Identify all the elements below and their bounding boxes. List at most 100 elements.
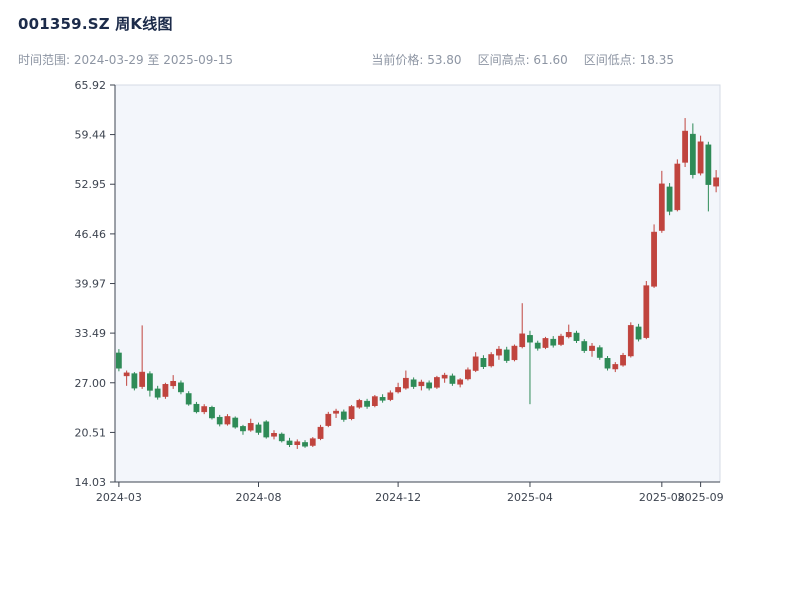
- candle: [589, 342, 595, 357]
- candle-body: [294, 441, 301, 445]
- x-axis: 2024-03 2024-08 2024-12 2025-04 2025-082025-…: [96, 482, 724, 504]
- candle: [232, 416, 239, 429]
- x-tick-label: 2025-09: [678, 491, 724, 504]
- candle-body: [247, 423, 254, 431]
- candle-body: [364, 400, 370, 407]
- candle-body: [612, 364, 619, 370]
- candle-body: [705, 144, 712, 185]
- candle-body: [325, 413, 332, 426]
- candle-body: [333, 410, 339, 414]
- candle: [263, 420, 270, 439]
- candle-body: [232, 417, 239, 428]
- candle: [364, 398, 370, 409]
- candle-body: [402, 377, 409, 389]
- candle-body: [643, 285, 650, 338]
- candle-body: [201, 406, 208, 413]
- x-tick-label: 2024-12: [375, 491, 421, 504]
- candle: [441, 372, 448, 383]
- candle: [147, 371, 153, 397]
- candle-body: [573, 332, 580, 341]
- candle-body: [627, 325, 634, 357]
- candle-body: [542, 338, 549, 348]
- candle-body: [115, 352, 122, 369]
- candle: [449, 373, 456, 386]
- candle: [224, 414, 231, 426]
- candle: [527, 330, 533, 405]
- candle-body: [216, 416, 223, 425]
- candle: [612, 362, 619, 373]
- candle: [139, 325, 146, 389]
- candle: [496, 346, 502, 360]
- candle-body: [379, 397, 386, 401]
- candle-body: [240, 426, 246, 432]
- candle-body: [123, 372, 130, 377]
- candle-body: [185, 393, 192, 405]
- candle: [131, 372, 138, 391]
- candle-body: [666, 186, 673, 212]
- x-tick-label: 2024-08: [236, 491, 282, 504]
- candle: [333, 408, 339, 418]
- candle: [371, 395, 378, 408]
- candle: [604, 355, 611, 371]
- candle: [278, 432, 285, 443]
- candle: [418, 379, 425, 391]
- candle: [689, 123, 696, 179]
- candle-body: [356, 400, 363, 408]
- candle-body: [178, 382, 184, 393]
- candle-body: [418, 381, 425, 387]
- candle: [123, 370, 130, 386]
- candle: [255, 422, 262, 435]
- candle: [286, 437, 293, 448]
- y-tick-label: 65.92: [75, 79, 107, 92]
- y-tick-label: 52.95: [75, 178, 107, 191]
- candle: [596, 345, 603, 360]
- info-row: 时间范围: 2024-03-29 至 2025-09-15 当前价格: 53.8…: [18, 51, 674, 68]
- candle-body: [147, 373, 153, 391]
- candle: [201, 404, 208, 415]
- plot-background: [115, 85, 720, 482]
- candle-body: [651, 231, 657, 287]
- y-tick-label: 20.51: [75, 426, 107, 439]
- candle-body: [620, 354, 626, 366]
- candle: [434, 375, 440, 389]
- candle-body: [131, 373, 138, 389]
- candle: [666, 183, 673, 216]
- candle: [387, 390, 394, 402]
- y-tick-label: 27.00: [75, 377, 107, 390]
- candle: [340, 409, 347, 422]
- y-tick-label: 14.03: [75, 476, 107, 489]
- candle-body: [434, 377, 440, 388]
- x-tick-label: 2024-03: [96, 491, 142, 504]
- candle-body: [309, 438, 316, 446]
- candle: [115, 349, 122, 372]
- candle-body: [713, 177, 720, 187]
- candle-body: [162, 384, 169, 397]
- y-tick-label: 59.44: [75, 129, 107, 142]
- current-price-stat: 当前价格: 53.80: [371, 53, 462, 67]
- stats-group: 当前价格: 53.80 区间高点: 61.60 区间低点: 18.35: [371, 51, 674, 68]
- candle: [309, 437, 316, 448]
- x-tick-label: 2025-08: [639, 491, 685, 504]
- candle-body: [604, 358, 611, 369]
- candle-body: [441, 374, 448, 379]
- candle: [620, 352, 626, 367]
- candle-body: [395, 387, 401, 393]
- y-axis: 65.92 59.44 52.95 46.46 39.97 33.49 27.00 20.51…: [75, 79, 115, 489]
- candle-body: [209, 407, 215, 419]
- candle: [379, 394, 386, 403]
- candle-body: [371, 396, 378, 406]
- candle: [209, 405, 215, 420]
- candle: [635, 323, 642, 342]
- candle-body: [581, 341, 588, 351]
- candle: [410, 377, 417, 389]
- candle: [402, 370, 409, 390]
- candle-body: [410, 379, 417, 387]
- candle-body: [589, 345, 595, 351]
- candle: [348, 404, 355, 421]
- candle: [480, 355, 487, 369]
- candle: [682, 118, 688, 168]
- candle-body: [278, 433, 285, 442]
- candle: [247, 418, 254, 432]
